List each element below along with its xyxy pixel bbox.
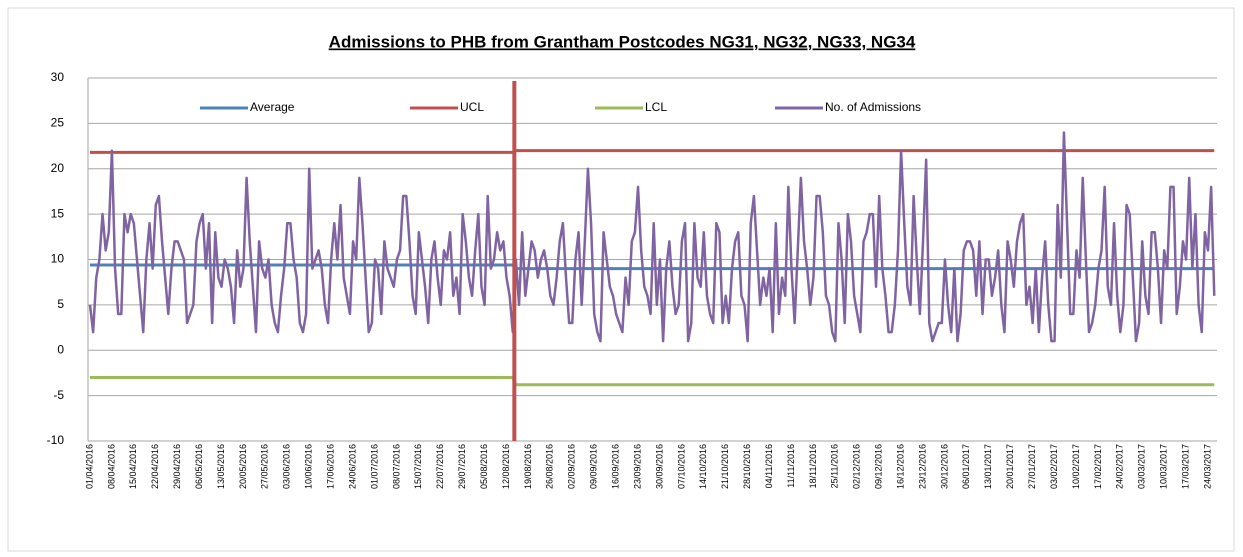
x-tick-label: 04/11/2016 bbox=[764, 444, 774, 488]
x-tick-label: 17/03/2017 bbox=[1180, 444, 1190, 489]
y-tick-label: 5 bbox=[57, 297, 64, 311]
x-tick-label: 20/01/2017 bbox=[1005, 444, 1015, 489]
x-tick-label: 18/11/2016 bbox=[808, 444, 818, 488]
x-tick-label: 03/03/2017 bbox=[1137, 444, 1147, 489]
x-tick-label: 22/07/2016 bbox=[435, 444, 445, 489]
x-tick-label: 02/09/2016 bbox=[567, 444, 577, 489]
y-tick-label: -10 bbox=[47, 433, 65, 447]
x-tick-label: 12/08/2016 bbox=[501, 444, 511, 489]
x-tick-label: 14/10/2016 bbox=[698, 444, 708, 489]
legend-label: UCL bbox=[460, 100, 484, 114]
x-tick-label: 05/08/2016 bbox=[479, 444, 489, 489]
x-tick-label: 27/05/2016 bbox=[260, 444, 270, 489]
x-tick-label: 24/02/2017 bbox=[1115, 444, 1125, 489]
y-tick-label: 20 bbox=[51, 161, 65, 175]
y-tick-label: 30 bbox=[51, 70, 65, 84]
x-tick-label: 15/04/2016 bbox=[128, 444, 138, 489]
x-tick-label: 17/06/2016 bbox=[326, 444, 336, 489]
x-tick-label: 03/06/2016 bbox=[282, 444, 292, 489]
x-tick-label: 08/04/2016 bbox=[106, 444, 116, 489]
x-tick-label: 11/11/2016 bbox=[786, 444, 796, 488]
x-tick-label: 02/12/2016 bbox=[852, 444, 862, 489]
x-tick-label: 19/08/2016 bbox=[523, 444, 533, 489]
x-tick-label: 03/02/2017 bbox=[1049, 444, 1059, 489]
x-tick-label: 23/12/2016 bbox=[917, 444, 927, 489]
x-tick-label: 17/02/2017 bbox=[1093, 444, 1103, 489]
legend-label: Average bbox=[250, 100, 295, 114]
x-tick-label: 30/09/2016 bbox=[654, 444, 664, 489]
legend-label: No. of Admissions bbox=[825, 100, 921, 114]
x-tick-label: 16/12/2016 bbox=[895, 444, 905, 489]
x-tick-label: 01/07/2016 bbox=[369, 444, 379, 489]
x-tick-label: 01/04/2016 bbox=[84, 444, 94, 489]
series-line bbox=[90, 375, 1215, 387]
x-tick-label: 07/10/2016 bbox=[676, 444, 686, 489]
x-tick-label: 09/12/2016 bbox=[874, 444, 884, 489]
x-tick-label: 21/10/2016 bbox=[720, 444, 730, 489]
x-tick-label: 13/05/2016 bbox=[216, 444, 226, 489]
x-tick-label: 06/01/2017 bbox=[961, 444, 971, 489]
x-tick-label: 06/05/2016 bbox=[194, 444, 204, 489]
chart-border bbox=[7, 7, 1235, 552]
x-tick-label: 13/01/2017 bbox=[983, 444, 993, 489]
x-tick-label: 09/09/2016 bbox=[589, 444, 599, 489]
x-tick-label: 22/04/2016 bbox=[150, 444, 160, 489]
x-tick-label: 10/03/2017 bbox=[1159, 444, 1169, 489]
x-tick-label: 26/08/2016 bbox=[545, 444, 555, 489]
x-tick-label: 20/05/2016 bbox=[238, 444, 248, 489]
x-tick-label: 08/07/2016 bbox=[391, 444, 401, 489]
x-tick-label: 15/07/2016 bbox=[413, 444, 423, 489]
x-tick-label: 27/01/2017 bbox=[1027, 444, 1037, 489]
y-tick-label: 25 bbox=[51, 116, 65, 130]
y-tick-label: 0 bbox=[57, 342, 64, 356]
series-line bbox=[88, 131, 1216, 343]
x-tick-label: 10/06/2016 bbox=[304, 444, 314, 489]
x-tick-label: 24/06/2016 bbox=[347, 444, 357, 489]
legend-label: LCL bbox=[645, 100, 667, 114]
x-tick-label: 10/02/2017 bbox=[1071, 444, 1081, 489]
chart-title: Admissions to PHB from Grantham Postcode… bbox=[329, 32, 916, 51]
x-tick-label: 25/11/2016 bbox=[830, 444, 840, 488]
x-tick-label: 29/07/2016 bbox=[457, 444, 467, 489]
x-tick-label: 30/12/2016 bbox=[939, 444, 949, 489]
x-tick-label: 16/09/2016 bbox=[610, 444, 620, 489]
x-tick-label: 28/10/2016 bbox=[742, 444, 752, 489]
x-tick-label: 23/09/2016 bbox=[632, 444, 642, 489]
x-tick-label: 24/03/2017 bbox=[1202, 444, 1212, 489]
series-line bbox=[90, 149, 1215, 154]
x-tick-label: 29/04/2016 bbox=[172, 444, 182, 489]
y-tick-label: 10 bbox=[51, 252, 65, 266]
y-tick-label: 15 bbox=[51, 206, 65, 220]
y-tick-label: -5 bbox=[53, 388, 64, 402]
